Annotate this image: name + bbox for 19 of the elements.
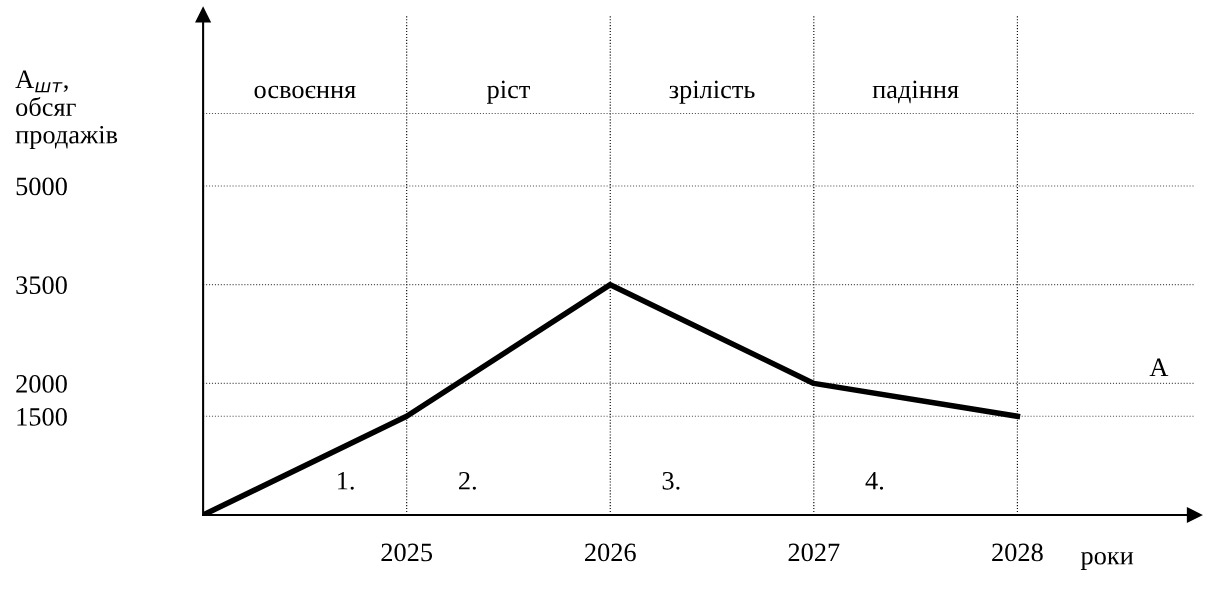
annotation: 1. — [338, 471, 354, 490]
annotation: 4. — [865, 472, 884, 490]
y-tick-label: 3500 — [16, 276, 67, 295]
y-tick-label: 1500 — [17, 407, 67, 426]
x-tick-label: 2025 — [381, 543, 433, 562]
annotation: 2. — [459, 471, 476, 490]
x-tick-label: 2028 — [992, 543, 1043, 562]
annotation: падіння — [872, 80, 959, 104]
y-tick-label: 5000 — [16, 177, 67, 196]
x-axis-title: роки — [1080, 551, 1134, 570]
annotation: 3. — [662, 471, 680, 490]
annotation: освоєння — [254, 85, 356, 99]
y-tick-label: 2000 — [16, 374, 67, 393]
annotation: ріст — [487, 80, 530, 104]
y-axis-title: A$_{шт}$, обсяг продажів — [15, 70, 118, 149]
x-tick-label: 2026 — [585, 543, 636, 562]
x-tick-label: 2027 — [788, 543, 840, 562]
text: A — [1149, 358, 1169, 376]
annotation: зрілість — [669, 80, 755, 104]
